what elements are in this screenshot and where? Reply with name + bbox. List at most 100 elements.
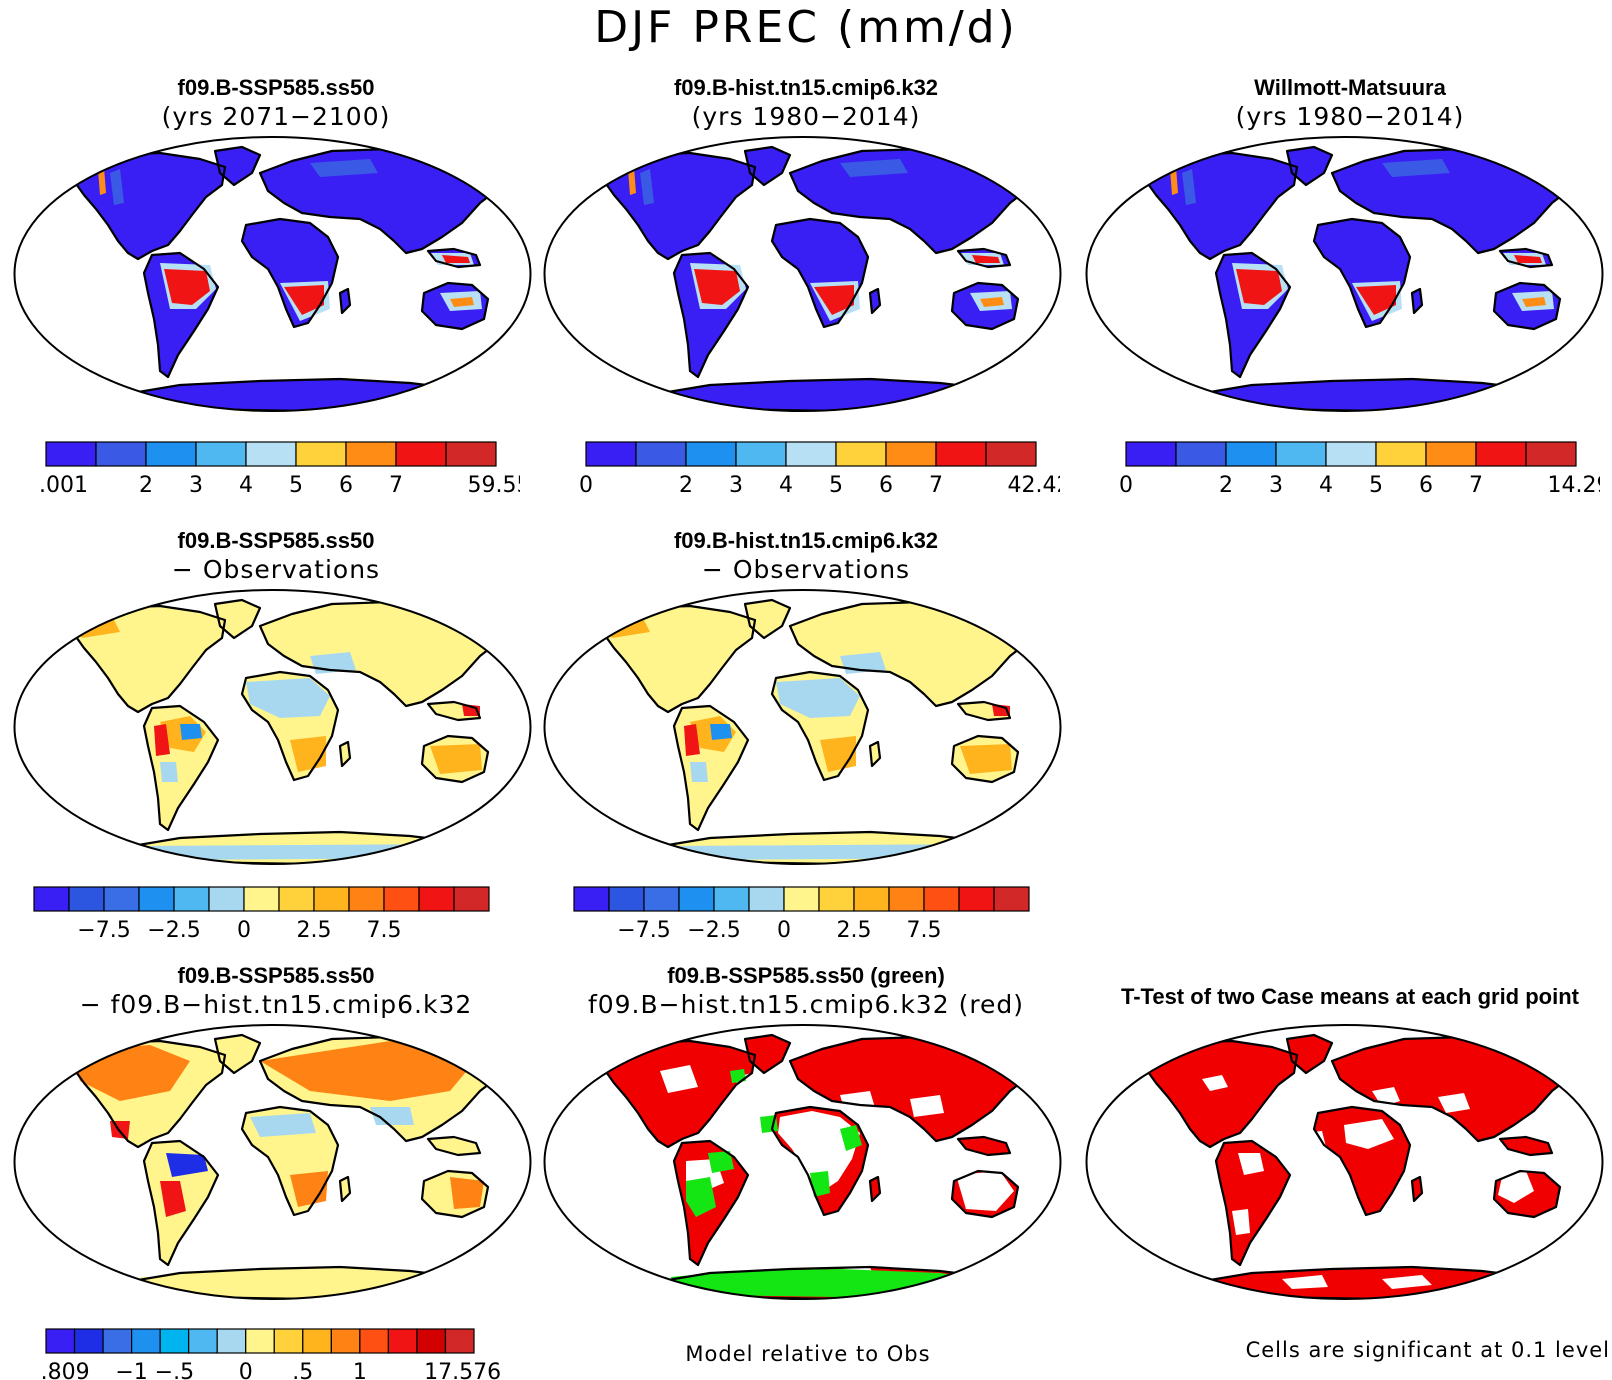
map-panel-5 — [543, 589, 1062, 865]
colorbar-tick-label: 5 — [1369, 473, 1383, 498]
colorbar-4: −7.5 −2.5 0 2.5 7.5 — [33, 886, 490, 940]
colorbar-swatch — [748, 886, 785, 912]
colorbar-swatch — [188, 1328, 218, 1354]
colorbar-swatch — [643, 886, 680, 912]
colorbar-tick-label: −7.5 — [77, 918, 130, 940]
colorbar-swatch — [45, 1328, 76, 1354]
colorbar-swatch — [359, 1328, 390, 1354]
map-border — [13, 1024, 532, 1300]
map-border — [543, 589, 1062, 865]
panel-5-subtitle: − Observations — [701, 555, 911, 584]
panel-2-subtitle: (yrs 1980−2014) — [691, 102, 921, 131]
colorbar-swatch — [245, 1328, 275, 1354]
colorbar-swatch — [923, 886, 960, 912]
panel-7-title: f09.B-SSP585.ss50 (green) — [667, 963, 945, 988]
colorbar-tick-label: 17.576 — [424, 1360, 501, 1380]
colorbar-tick-label: 7 — [929, 473, 943, 498]
colorbar-swatch — [1375, 441, 1427, 467]
colorbar-tick-label: .001 — [40, 473, 88, 498]
colorbar-tick-label: 5 — [829, 473, 843, 498]
significance-note: Cells are significant at 0.1 level — [1245, 1338, 1610, 1362]
colorbar-tick-label: 3 — [189, 473, 203, 498]
map-border — [1085, 1024, 1604, 1300]
colorbar-tick-label: 2.5 — [297, 918, 332, 940]
colorbar-swatch — [735, 441, 787, 467]
colorbar-tick-label: −1 — [115, 1360, 147, 1380]
map-border — [13, 136, 532, 412]
colorbar-swatch — [1425, 441, 1477, 467]
colorbar-swatch — [313, 886, 350, 912]
colorbar-swatch — [685, 441, 737, 467]
colorbar-swatch — [216, 1328, 247, 1354]
model-relative-note: Model relative to Obs — [685, 1342, 931, 1366]
colorbar-tick-label: 5 — [289, 473, 303, 498]
colorbar-tick-label: 6 — [339, 473, 353, 498]
colorbar-swatch — [1525, 441, 1577, 467]
colorbar-swatch — [195, 441, 247, 467]
colorbar-6: −5.809 −1 −.5 0 .5 1 17.576 — [40, 1328, 501, 1380]
colorbar-swatch — [835, 441, 887, 467]
colorbar-tick-label: 7.5 — [907, 918, 942, 940]
colorbar-tick-label: 2 — [1219, 473, 1233, 498]
panel-6-subtitle: − f09.B−hist.tn15.cmip6.k32 — [79, 990, 473, 1019]
map-border — [1085, 136, 1604, 412]
colorbar-swatch — [783, 886, 820, 912]
colorbar-tick-label: 3 — [1269, 473, 1283, 498]
colorbar-tick-label: .5 — [292, 1360, 313, 1380]
colorbar-swatch — [302, 1328, 332, 1354]
colorbar-swatch — [103, 886, 140, 912]
map-panel-4 — [13, 589, 532, 865]
colorbar-swatch — [713, 886, 750, 912]
colorbar-tick-label: −2.5 — [687, 918, 740, 940]
panel-3-title: Willmott-Matsuura — [1254, 75, 1446, 100]
colorbar-swatch — [1275, 441, 1327, 467]
map-panel-1 — [13, 136, 532, 412]
colorbar-swatch — [608, 886, 645, 912]
colorbar-swatch — [345, 441, 397, 467]
colorbar-tick-label: 3 — [729, 473, 743, 498]
colorbar-swatch — [330, 1328, 361, 1354]
colorbar-tick-label: 0 — [580, 473, 593, 498]
colorbar-swatch — [130, 1328, 161, 1354]
colorbar-tick-label: 59.555 — [468, 473, 520, 498]
colorbar-tick-label: 0 — [777, 918, 791, 940]
colorbar-swatch — [278, 886, 315, 912]
panel-1-subtitle: (yrs 2071−2100) — [161, 102, 391, 131]
colorbar-swatch — [68, 886, 105, 912]
colorbar-tick-label: 0 — [1120, 473, 1133, 498]
colorbar-swatch — [73, 1328, 104, 1354]
colorbar-swatch — [348, 886, 385, 912]
panel-4-title: f09.B-SSP585.ss50 — [177, 528, 375, 553]
colorbar-swatch — [958, 886, 995, 912]
colorbar-swatch — [145, 441, 197, 467]
colorbar-tick-label: 0 — [239, 1360, 253, 1380]
colorbar-tick-label: 7.5 — [367, 918, 402, 940]
panel-7-subtitle: f09.B−hist.tn15.cmip6.k32 (red) — [587, 990, 1025, 1019]
colorbar-tick-label: −5.809 — [40, 1360, 90, 1380]
colorbar-tick-label: 1 — [353, 1360, 367, 1380]
colorbar-swatch — [159, 1328, 190, 1354]
colorbar-swatch — [138, 886, 175, 912]
colorbar-swatch — [985, 441, 1037, 467]
colorbar-swatch — [585, 441, 637, 467]
colorbar-swatch — [208, 886, 245, 912]
colorbar-swatch — [33, 886, 70, 912]
colorbar-swatch — [273, 1328, 304, 1354]
colorbar-tick-label: 4 — [1319, 473, 1333, 498]
colorbar-swatch — [885, 441, 937, 467]
map-border — [543, 1024, 1062, 1300]
colorbar-tick-label: 6 — [879, 473, 893, 498]
colorbar-tick-label: 14.299 — [1548, 473, 1600, 498]
colorbar-tick-label: 2 — [679, 473, 693, 498]
colorbar-tick-label: 6 — [1419, 473, 1433, 498]
colorbar-swatch — [678, 886, 715, 912]
colorbar-swatch — [1325, 441, 1377, 467]
colorbar-swatch — [785, 441, 837, 467]
colorbar-swatch — [1175, 441, 1227, 467]
colorbar-swatch — [1475, 441, 1527, 467]
colorbar-swatch — [818, 886, 855, 912]
colorbar-tick-label: −2.5 — [147, 918, 200, 940]
map-panel-7 — [543, 1024, 1062, 1300]
colorbar-tick-label: −.5 — [155, 1360, 194, 1380]
colorbar-tick-label: −7.5 — [617, 918, 670, 940]
